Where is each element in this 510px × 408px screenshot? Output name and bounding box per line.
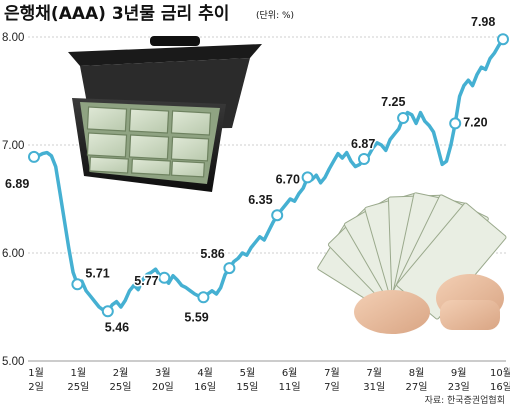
- series-line: [32, 37, 505, 314]
- data-point: [397, 112, 410, 124]
- data-label: 7.25: [381, 95, 405, 109]
- x-tick-label: 16일: [490, 381, 510, 393]
- x-axis: 1월 2일 1월 25일 2월 25일 3월 20일 4월 16일 5월 15일 6월 11일 7월 7일 7월…: [28, 367, 510, 393]
- banknotes-illustration: [317, 192, 507, 334]
- data-label: 5.77: [134, 274, 158, 288]
- data-point: [449, 117, 462, 130]
- unit-note: (단위: %): [256, 10, 294, 21]
- x-tick-label: 1월: [28, 367, 44, 379]
- data-label: 6.70: [276, 172, 300, 186]
- x-tick-label: 4월: [197, 367, 213, 379]
- x-tick-label: 20일: [152, 381, 174, 393]
- x-tick-label: 6월: [282, 367, 298, 379]
- data-point: [271, 209, 284, 222]
- data-label: 5.46: [105, 320, 129, 334]
- x-tick-label: 16일: [194, 381, 216, 393]
- x-tick-label: 23일: [448, 381, 470, 393]
- x-tick-label: 7월: [324, 367, 340, 379]
- x-tick-label: 15일: [236, 381, 258, 393]
- data-label: 6.87: [351, 137, 375, 151]
- x-tick-label: 8월: [409, 367, 425, 379]
- data-label: 6.35: [248, 193, 272, 207]
- data-point: [497, 33, 509, 46]
- y-axis: 8.00 7.00 6.00 5.00: [2, 32, 24, 368]
- x-tick-label: 1월: [71, 367, 87, 379]
- x-tick-label: 11일: [279, 381, 301, 393]
- source-note: 자료: 한국증권업협회: [425, 394, 505, 406]
- x-tick-label: 31일: [363, 381, 385, 393]
- data-point: [223, 262, 236, 275]
- data-label: 5.71: [85, 266, 109, 280]
- x-tick-label: 3월: [155, 367, 171, 379]
- data-point: [301, 171, 314, 184]
- x-tick-label: 2일: [28, 381, 44, 393]
- x-tick-label: 2월: [113, 367, 129, 379]
- chart-title: 은행채(AAA) 3년물 금리 추이: [4, 4, 229, 24]
- x-tick-label: 9월: [451, 367, 467, 379]
- x-tick-label: 25일: [110, 381, 132, 393]
- data-point: [158, 271, 171, 284]
- y-tick-label: 5.00: [2, 356, 24, 368]
- plot-area: 6.89 5.71 5.46 5.77 5.59 5.86 6.35 6.70 6.87 7.25…: [4, 14, 509, 336]
- data-label: 7.20: [463, 115, 487, 129]
- x-tick-label: 7일: [324, 381, 340, 393]
- briefcase-illustration: [68, 36, 262, 192]
- x-tick-label: 5월: [240, 367, 256, 379]
- data-point: [28, 150, 40, 163]
- data-label: 7.98: [471, 15, 495, 29]
- data-point: [71, 278, 84, 291]
- x-tick-label: 25일: [67, 381, 89, 393]
- y-tick-label: 6.00: [2, 248, 24, 260]
- data-label: 5.86: [200, 247, 224, 261]
- y-tick-label: 8.00: [2, 32, 24, 44]
- data-label: 5.59: [184, 310, 208, 324]
- data-point: [358, 153, 370, 165]
- data-point: [101, 305, 114, 318]
- x-tick-label: 10월: [490, 367, 510, 379]
- data-label: 6.89: [5, 177, 29, 191]
- x-tick-label: 7월: [366, 367, 382, 379]
- x-tick-label: 27일: [406, 381, 428, 393]
- grid: [28, 36, 506, 362]
- y-tick-label: 7.00: [2, 140, 24, 152]
- data-point: [197, 291, 210, 304]
